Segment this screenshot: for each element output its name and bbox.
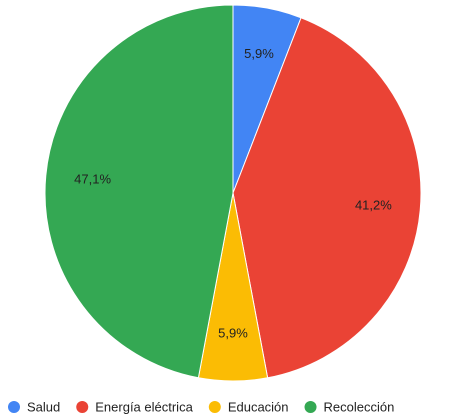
- pie-slice: [44, 4, 234, 379]
- data-label: 41,2%: [355, 197, 392, 212]
- legend-label: Recolección: [324, 399, 395, 414]
- legend-label: Salud: [27, 399, 60, 414]
- legend-label: Educación: [228, 399, 289, 414]
- legend-marker: [208, 401, 221, 413]
- legend-marker: [304, 401, 317, 413]
- data-label: 5,9%: [244, 46, 274, 61]
- legend-marker: [76, 401, 89, 413]
- data-label: 5,9%: [218, 325, 248, 340]
- pie-slice: [232, 17, 422, 379]
- legend-marker: [8, 401, 20, 413]
- data-label: 47,1%: [74, 171, 111, 186]
- legend-label: Energía eléctrica: [95, 399, 193, 414]
